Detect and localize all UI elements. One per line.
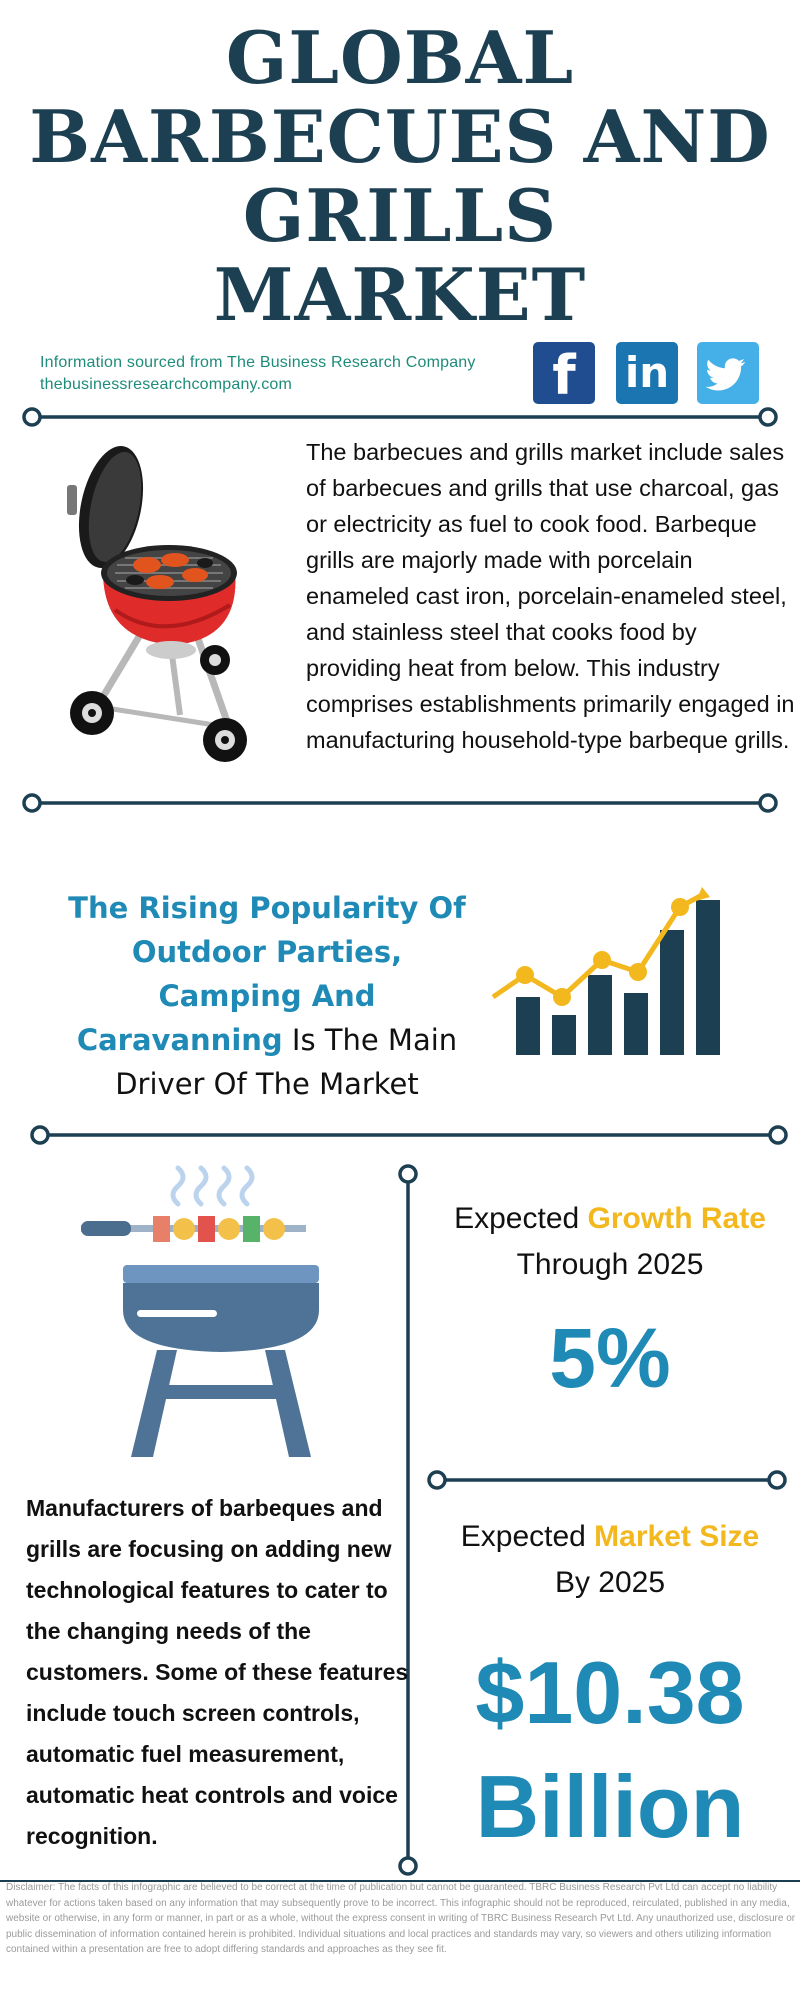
twitter-bird <box>705 358 746 391</box>
size-label-suffix: By 2025 <box>554 1566 666 1599</box>
size-label-prefix: Expected <box>460 1520 595 1553</box>
growth-rate-label: Expected Growth Rate Through 2025 <box>420 1196 800 1288</box>
manufacturers-text: Manufacturers of barbeques and grills ar… <box>26 1495 409 1849</box>
growth-label-suffix: Through 2025 <box>516 1248 704 1281</box>
growth-chart-icon <box>491 887 720 1055</box>
market-description: The barbecues and grills market include … <box>306 439 795 753</box>
market-size-amount: $10.38 <box>475 1643 745 1742</box>
title-line: GLOBAL <box>225 15 575 100</box>
growth-label-prefix: Expected <box>454 1202 588 1235</box>
market-driver: The Rising Popularity Of Outdoor Parties… <box>62 886 472 1106</box>
kettle-grill-icon <box>67 446 247 762</box>
facebook-glyph: f <box>552 344 576 407</box>
disclaimer: Disclaimer: The facts of this infographi… <box>6 1882 796 1956</box>
linkedin-glyph: in <box>624 348 670 397</box>
market-size-unit: Billion <box>475 1757 745 1856</box>
source-link[interactable]: thebusinessresearchcompany.com <box>40 376 293 393</box>
title-line: BARBECUES AND <box>29 94 771 179</box>
page-title: GLOBAL BARBECUES AND GRILLS MARKET <box>0 18 800 334</box>
market-size-value: $10.38 Billion <box>420 1636 800 1864</box>
driver-rest: Is The Main Driver Of The Market <box>115 1023 458 1101</box>
facebook-icon[interactable]: f <box>533 342 595 407</box>
title-line: GRILLS <box>242 173 558 258</box>
market-size-label: Expected Market Size By 2025 <box>420 1514 800 1606</box>
source-text: Information sourced from The Business Re… <box>40 354 476 371</box>
title-line: MARKET <box>213 252 587 337</box>
twitter-icon[interactable] <box>697 342 759 404</box>
growth-rate-value: 5% <box>549 1311 671 1405</box>
size-label-highlight: Market Size <box>594 1520 760 1553</box>
source-info: Information sourced from The Business Re… <box>40 352 476 396</box>
growth-label-highlight: Growth Rate <box>587 1202 766 1235</box>
driver-highlight: The Rising Popularity Of Outdoor Parties… <box>68 891 466 1057</box>
skewer-grill-icon <box>81 1165 319 1457</box>
linkedin-icon[interactable]: in <box>616 342 678 404</box>
